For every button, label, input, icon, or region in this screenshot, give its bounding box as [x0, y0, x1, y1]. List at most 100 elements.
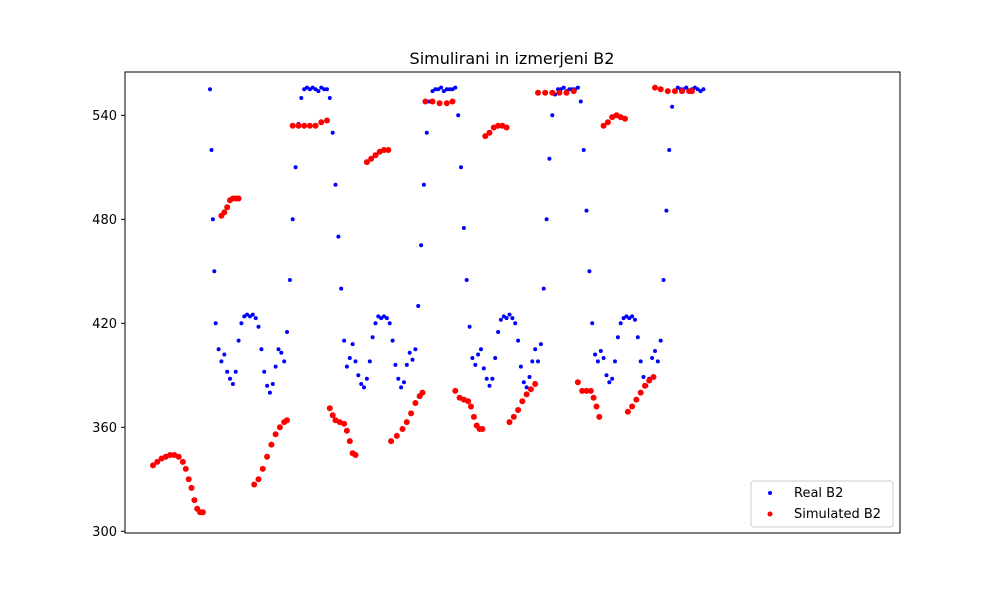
data-point	[447, 87, 452, 92]
data-point	[598, 349, 603, 353]
data-point	[381, 147, 387, 153]
data-point	[312, 122, 319, 129]
data-point	[287, 278, 292, 282]
data-point	[610, 376, 615, 381]
data-point	[637, 389, 644, 396]
data-point	[664, 88, 671, 95]
data-point	[498, 317, 503, 322]
data-point	[350, 342, 355, 347]
data-point	[444, 87, 449, 92]
data-point	[563, 89, 570, 96]
data-point	[239, 321, 244, 326]
y-tick-label: 300	[92, 525, 117, 540]
data-point	[347, 356, 352, 360]
data-point	[256, 324, 261, 329]
data-point	[574, 379, 581, 386]
data-point	[255, 476, 262, 483]
data-point	[295, 122, 302, 129]
y-axis: 300 360 420 480 540	[92, 109, 125, 540]
data-point	[404, 362, 409, 367]
data-point	[175, 453, 182, 460]
legend: Real B2 Simulated B2	[750, 480, 894, 528]
data-point	[228, 376, 232, 381]
data-point	[364, 376, 369, 381]
data-point	[310, 85, 315, 90]
data-point	[221, 209, 228, 216]
data-point	[370, 335, 375, 340]
legend-box	[750, 480, 894, 528]
data-point	[635, 335, 640, 340]
data-point	[650, 356, 655, 360]
data-point	[622, 115, 628, 122]
data-point	[235, 195, 242, 202]
data-point	[653, 349, 657, 353]
data-point	[387, 321, 392, 326]
data-point	[216, 347, 221, 352]
data-point	[510, 316, 515, 321]
data-point	[533, 347, 538, 352]
data-point	[390, 338, 395, 343]
data-point	[182, 465, 189, 472]
data-point	[695, 87, 700, 92]
data-point	[429, 98, 436, 105]
data-point	[413, 347, 418, 352]
data-point	[601, 356, 606, 360]
data-point	[393, 362, 398, 367]
data-point	[245, 312, 250, 317]
data-point	[578, 99, 583, 104]
data-point	[671, 88, 678, 95]
data-point	[368, 155, 375, 162]
data-point	[290, 217, 295, 222]
data-point	[495, 122, 502, 129]
data-point	[652, 84, 658, 91]
data-point	[336, 234, 341, 239]
data-point	[530, 359, 535, 364]
data-point	[596, 413, 603, 420]
data-point	[284, 417, 290, 424]
data-point	[289, 122, 296, 129]
data-point	[493, 356, 498, 360]
data-point	[185, 476, 192, 483]
data-point	[250, 312, 255, 317]
data-point	[476, 352, 481, 357]
data-point	[436, 100, 443, 107]
data-point	[482, 133, 489, 140]
data-point	[456, 113, 461, 118]
data-point	[535, 89, 541, 96]
data-point	[376, 314, 381, 319]
data-point	[453, 85, 458, 90]
data-point	[325, 87, 329, 92]
data-point	[667, 148, 672, 152]
data-point	[584, 208, 589, 213]
data-point	[593, 403, 600, 410]
data-point	[513, 321, 518, 326]
data-point	[324, 117, 330, 124]
data-point	[532, 381, 539, 387]
data-point	[333, 182, 338, 187]
data-point	[422, 98, 429, 105]
data-point	[684, 85, 689, 90]
data-point	[464, 278, 469, 282]
data-point	[276, 347, 281, 352]
data-point	[527, 375, 532, 379]
data-point	[363, 159, 370, 166]
data-point	[421, 182, 426, 187]
data-point	[344, 364, 349, 369]
data-point	[486, 129, 493, 136]
data-point	[613, 359, 617, 364]
series-real-b2	[208, 85, 706, 395]
data-point	[516, 338, 521, 343]
data-point	[339, 286, 344, 291]
data-point	[679, 88, 685, 95]
data-point	[561, 85, 566, 90]
data-point	[452, 387, 459, 394]
data-point	[279, 350, 284, 355]
data-point	[346, 438, 353, 445]
data-point	[353, 359, 358, 364]
data-point	[436, 87, 441, 92]
data-point	[655, 359, 660, 364]
data-point	[629, 403, 636, 410]
data-point	[330, 130, 335, 135]
data-point	[167, 452, 174, 458]
